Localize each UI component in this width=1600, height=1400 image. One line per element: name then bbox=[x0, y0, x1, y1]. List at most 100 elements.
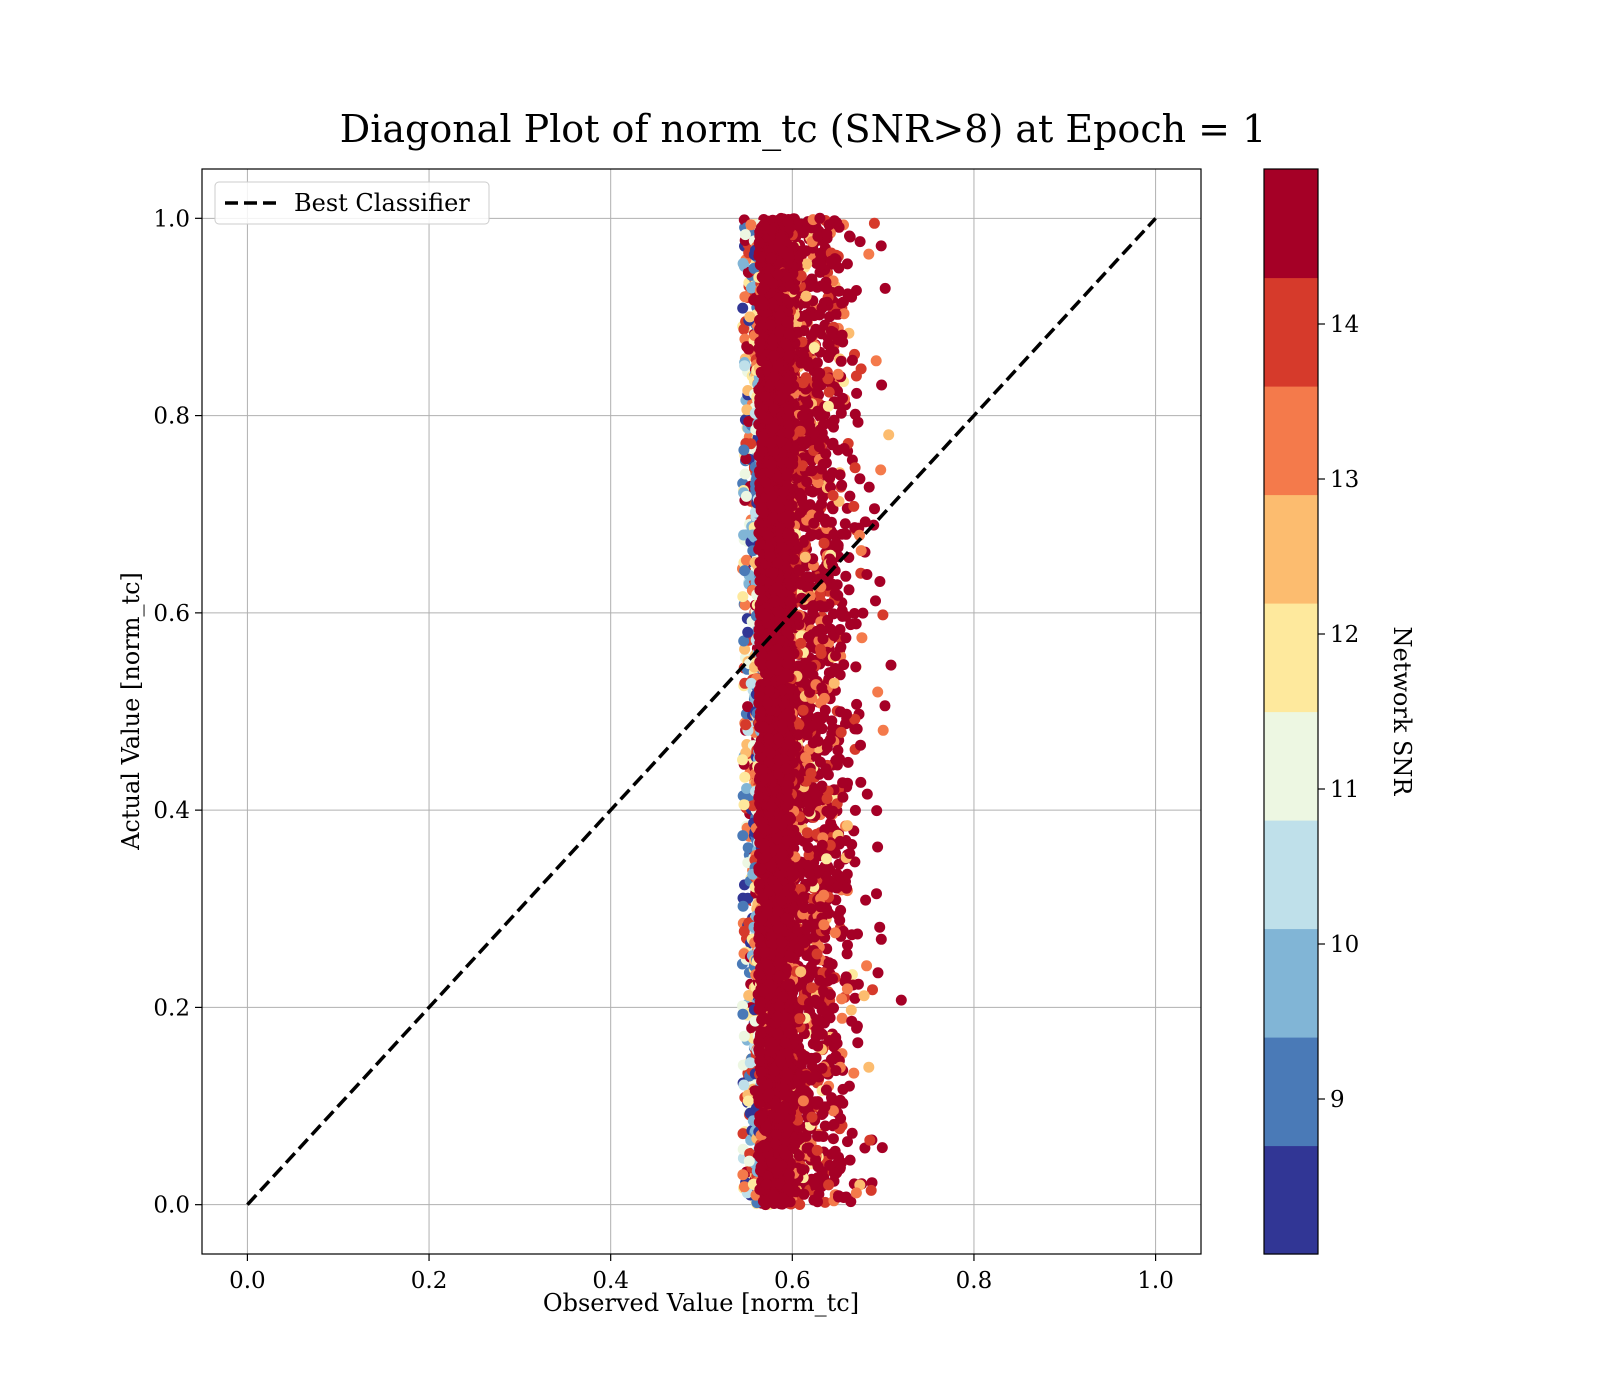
scatter-point bbox=[855, 545, 867, 557]
scatter-point bbox=[737, 591, 749, 603]
scatter-point bbox=[742, 701, 754, 713]
scatter-point bbox=[809, 787, 821, 799]
scatter-point bbox=[876, 1142, 888, 1154]
scatter-point bbox=[860, 894, 872, 906]
scatter-point bbox=[867, 984, 878, 996]
scatter-point bbox=[861, 960, 873, 972]
scatter-point bbox=[737, 1169, 749, 1181]
scatter-point bbox=[861, 788, 873, 800]
scatter-point bbox=[855, 776, 867, 788]
scatter-point bbox=[841, 258, 853, 270]
scatter-point bbox=[802, 797, 814, 809]
scatter-point bbox=[793, 564, 805, 576]
scatter-point bbox=[801, 827, 813, 839]
scatter-point bbox=[819, 601, 831, 613]
scatter-point bbox=[816, 682, 828, 694]
scatter-point bbox=[798, 1188, 810, 1200]
scatter-point bbox=[835, 355, 847, 367]
scatter-point bbox=[863, 248, 875, 260]
scatter-point bbox=[814, 901, 826, 913]
scatter-point bbox=[812, 477, 824, 489]
scatter-point bbox=[879, 700, 891, 712]
scatter-point bbox=[875, 240, 887, 252]
scatter-point bbox=[827, 805, 839, 817]
scatter-point bbox=[828, 677, 840, 689]
scatter-point bbox=[739, 229, 751, 241]
scatter-point bbox=[806, 222, 818, 234]
scatter-point bbox=[895, 994, 907, 1006]
scatter-point bbox=[812, 1130, 823, 1142]
scatter-point bbox=[802, 859, 814, 871]
scatter-point bbox=[824, 418, 836, 430]
scatter-point bbox=[846, 839, 858, 850]
scatter-point bbox=[875, 464, 887, 476]
scatter-point bbox=[842, 288, 854, 300]
scatter-point bbox=[833, 262, 845, 274]
scatter-point bbox=[742, 892, 754, 904]
scatter-point bbox=[836, 1157, 847, 1169]
scatter-point bbox=[810, 323, 822, 335]
scatter-point bbox=[836, 1012, 848, 1024]
scatter-point bbox=[828, 529, 840, 540]
scatter-point bbox=[743, 990, 755, 1001]
scatter-point bbox=[809, 1096, 821, 1108]
scatter-point bbox=[739, 468, 751, 480]
scatter-point bbox=[827, 578, 839, 590]
scatter-point bbox=[875, 933, 887, 945]
scatter-point bbox=[737, 1000, 748, 1012]
scatter-point bbox=[827, 490, 839, 501]
scatter-point bbox=[808, 342, 820, 353]
scatter-point bbox=[883, 429, 895, 441]
scatter-point bbox=[885, 659, 897, 671]
scatter-point bbox=[801, 476, 813, 488]
scatter-point bbox=[842, 756, 854, 768]
scatter-point bbox=[797, 536, 809, 548]
scatter-point bbox=[832, 744, 844, 756]
scatter-point bbox=[872, 967, 884, 979]
scatter-point bbox=[840, 971, 852, 983]
scatter-point bbox=[828, 1167, 840, 1179]
scatter-point bbox=[850, 370, 862, 382]
scatter-point bbox=[854, 473, 866, 485]
scatter-point bbox=[806, 982, 818, 994]
scatter-point bbox=[838, 308, 850, 320]
scatter-point bbox=[822, 614, 834, 626]
scatter-point bbox=[737, 258, 749, 269]
scatter-point bbox=[852, 928, 863, 940]
scatter-point bbox=[838, 659, 850, 671]
scatter-point bbox=[738, 1079, 750, 1091]
scatter-point bbox=[827, 722, 839, 734]
scatter-point bbox=[797, 704, 809, 716]
scatter-point bbox=[795, 578, 807, 590]
scatter-point bbox=[823, 352, 834, 363]
scatter-point bbox=[854, 529, 865, 541]
scatter-point bbox=[745, 219, 757, 231]
scatter-point bbox=[819, 1120, 831, 1132]
scatter-point bbox=[822, 400, 834, 412]
scatter-point bbox=[830, 1065, 842, 1077]
scatter-point bbox=[809, 1070, 821, 1082]
scatter-point bbox=[830, 537, 842, 549]
scatter-point bbox=[797, 227, 809, 239]
scatter-point bbox=[739, 771, 751, 783]
scatter-point bbox=[852, 1037, 864, 1049]
scatter-point bbox=[849, 992, 861, 1004]
scatter-point bbox=[802, 842, 814, 853]
scatter-point bbox=[739, 643, 751, 655]
scatter-point bbox=[844, 230, 855, 242]
scatter-point bbox=[845, 618, 857, 630]
scatter-point bbox=[844, 848, 856, 859]
scatter-point bbox=[833, 285, 845, 297]
scatter-point bbox=[856, 632, 868, 644]
scatter-point bbox=[738, 925, 750, 937]
scatter-point bbox=[814, 367, 826, 379]
scatter-point bbox=[846, 1015, 858, 1027]
scatter-point bbox=[739, 360, 751, 372]
scatter-point bbox=[816, 1062, 828, 1074]
scatter-point bbox=[849, 608, 860, 619]
scatter-point bbox=[814, 309, 826, 321]
scatter-point bbox=[823, 386, 835, 398]
scatter-point bbox=[796, 1048, 808, 1060]
scatter-point bbox=[823, 874, 835, 886]
scatter-point bbox=[820, 1084, 832, 1096]
